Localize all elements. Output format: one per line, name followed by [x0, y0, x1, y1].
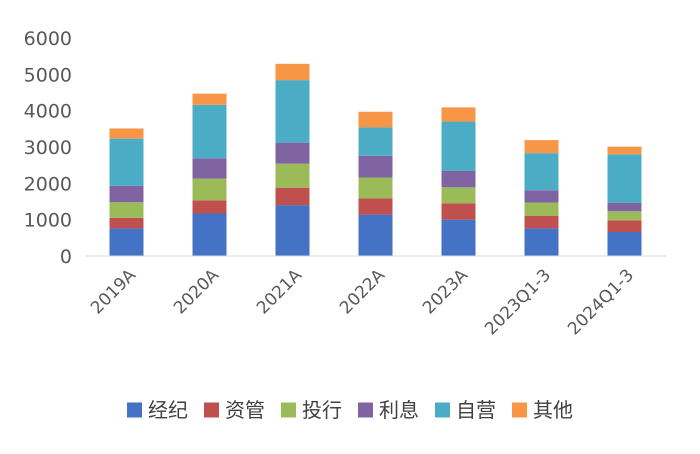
bar-segment	[109, 138, 144, 186]
bar-segment	[607, 232, 642, 256]
bar-segment	[441, 170, 476, 188]
bar-segment	[275, 142, 310, 164]
legend-label: 投行	[302, 398, 342, 422]
x-tick-label: 2022A	[336, 265, 389, 318]
bar-segment	[109, 202, 144, 218]
bars	[109, 63, 642, 256]
legend-swatch	[127, 402, 142, 418]
bar-segment	[441, 121, 476, 171]
y-tick-label: 1000	[24, 210, 72, 232]
legend-item: 其他	[512, 398, 573, 422]
legend-swatch	[435, 402, 450, 418]
bar-segment	[192, 213, 227, 256]
legend: 经纪 资管 投行 利息 自营 其他	[127, 398, 573, 422]
legend-item: 自营	[435, 398, 496, 422]
y-tick-label: 4000	[24, 101, 72, 123]
y-tick-label: 3000	[24, 137, 72, 159]
bar-segment	[275, 187, 310, 206]
x-axis: 2019A 2020A 2021A 2022A 2023A 2023Q1-3 2024Q1-…	[87, 265, 638, 339]
bar-segment	[524, 215, 559, 229]
bar-segment	[109, 217, 144, 229]
bar-segment	[524, 140, 559, 154]
legend-swatch	[204, 402, 219, 418]
y-tick-label: 0	[60, 246, 72, 268]
bar-segment	[358, 177, 393, 199]
x-tick-label: 2021A	[253, 265, 306, 318]
x-tick-label: 2023Q1-3	[481, 265, 555, 339]
bar-segment	[358, 198, 393, 215]
bar-segment	[441, 187, 476, 204]
bar-segment	[441, 203, 476, 220]
bar-segment	[607, 202, 642, 212]
x-tick-label: 2023A	[419, 265, 472, 318]
bar-segment	[358, 127, 393, 156]
bar-segment	[524, 202, 559, 216]
legend-swatch	[281, 402, 296, 418]
legend-label: 利息	[379, 398, 419, 422]
bar-segment	[607, 220, 642, 233]
bar-segment	[192, 104, 227, 159]
bar-segment	[358, 111, 393, 128]
bar-segment	[192, 178, 227, 201]
y-tick-label: 5000	[24, 64, 72, 86]
bar-segment	[358, 155, 393, 178]
bar-segment	[192, 158, 227, 179]
legend-label: 经纪	[148, 398, 188, 422]
legend-label: 其他	[533, 398, 573, 422]
x-tick-label: 2019A	[87, 265, 140, 318]
bar-segment	[109, 185, 144, 203]
bar-segment	[441, 107, 476, 122]
bar-segment	[524, 190, 559, 203]
bar-segment	[109, 228, 144, 256]
bar-segment	[607, 146, 642, 155]
legend-item: 投行	[281, 398, 342, 422]
bar-segment	[358, 214, 393, 256]
legend-swatch	[512, 402, 527, 418]
x-tick-label: 2024Q1-3	[564, 265, 638, 339]
x-tick-label: 2020A	[170, 265, 223, 318]
legend-item: 资管	[204, 398, 265, 422]
bar-segment	[192, 200, 227, 214]
legend-swatch	[358, 402, 373, 418]
bar-segment	[275, 63, 310, 81]
bar-segment	[275, 205, 310, 256]
legend-label: 资管	[225, 398, 265, 422]
bar-segment	[524, 153, 559, 191]
legend-label: 自营	[456, 398, 496, 422]
legend-item: 利息	[358, 398, 419, 422]
y-tick-label: 2000	[24, 173, 72, 195]
bar-segment	[607, 154, 642, 203]
bar-segment	[524, 228, 559, 256]
bar-segment	[109, 128, 144, 139]
bar-segment	[275, 163, 310, 188]
y-axis: 0 1000 2000 3000 4000 5000 6000	[24, 28, 72, 268]
bar-segment	[192, 93, 227, 105]
y-tick-label: 6000	[24, 28, 72, 50]
legend-item: 经纪	[127, 398, 188, 422]
bar-segment	[275, 80, 310, 143]
bar-segment	[607, 211, 642, 221]
bar-segment	[441, 219, 476, 256]
